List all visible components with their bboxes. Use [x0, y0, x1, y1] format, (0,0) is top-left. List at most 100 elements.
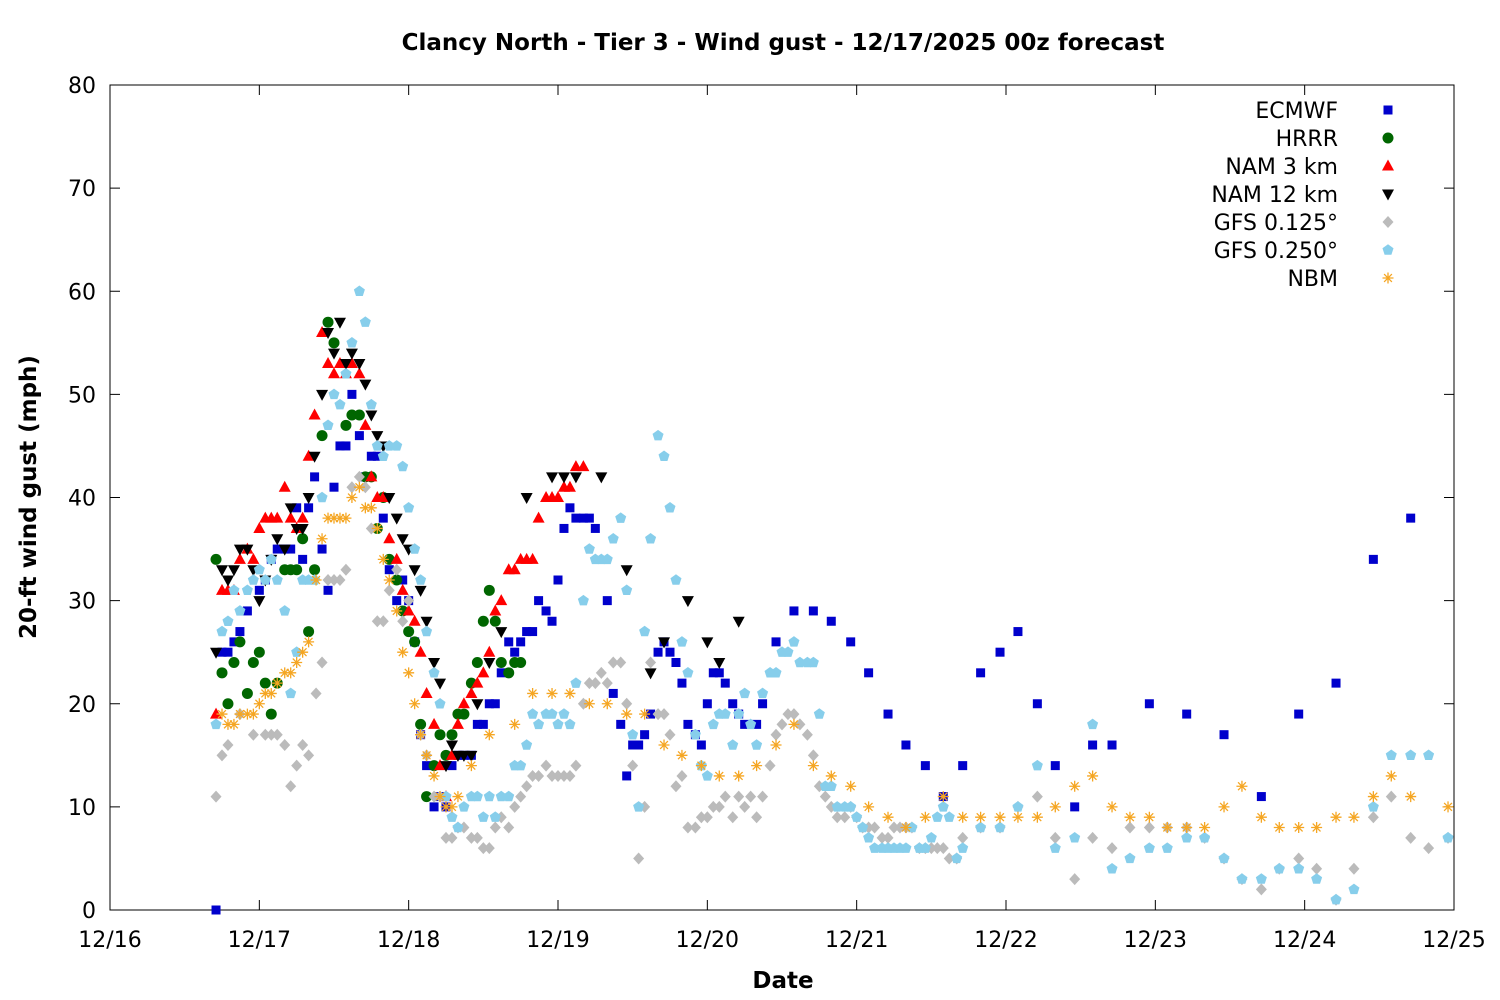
data-point	[496, 668, 506, 678]
data-point	[317, 544, 327, 554]
data-point	[403, 667, 415, 679]
data-point	[440, 801, 452, 813]
data-point	[434, 791, 446, 803]
x-tick-label: 12/21	[825, 928, 888, 953]
data-point	[458, 801, 470, 812]
data-point	[957, 811, 969, 823]
data-point	[303, 636, 315, 648]
data-point	[920, 761, 930, 771]
data-point	[788, 718, 800, 730]
series-1	[210, 316, 527, 803]
data-point	[452, 791, 464, 803]
data-point	[233, 552, 246, 564]
data-point	[408, 565, 421, 577]
data-point	[495, 594, 508, 606]
data-point	[216, 708, 228, 720]
x-tick-label: 12/24	[1273, 928, 1336, 953]
data-point	[825, 770, 837, 782]
data-point	[627, 759, 639, 772]
data-point	[457, 697, 470, 709]
data-point	[516, 637, 526, 647]
data-point	[563, 480, 576, 492]
data-point	[227, 565, 240, 577]
data-point	[359, 316, 371, 327]
data-point	[447, 761, 457, 771]
data-point	[279, 739, 291, 751]
data-point	[733, 770, 745, 782]
data-point	[391, 563, 403, 576]
data-point	[1255, 883, 1267, 896]
legend-marker	[1382, 216, 1394, 228]
data-point	[484, 699, 494, 709]
data-point	[727, 739, 739, 750]
data-point	[285, 667, 297, 679]
data-point	[994, 811, 1006, 823]
data-point	[316, 430, 328, 442]
data-point	[541, 606, 551, 616]
data-point	[322, 419, 334, 430]
data-point	[1031, 811, 1043, 823]
data-point	[247, 708, 259, 720]
data-point	[489, 821, 501, 834]
x-tick-label: 12/19	[526, 928, 589, 953]
data-point	[353, 285, 365, 296]
x-axis-label: Date	[752, 968, 813, 994]
data-point	[489, 811, 501, 822]
y-tick-label: 80	[68, 74, 96, 99]
data-point	[831, 801, 843, 812]
data-point	[353, 367, 366, 379]
data-point	[428, 770, 440, 782]
data-point	[682, 821, 694, 834]
data-point	[1255, 873, 1267, 884]
data-point	[1161, 822, 1173, 833]
data-point	[297, 739, 309, 751]
data-point	[328, 388, 340, 400]
y-tick-label: 50	[68, 383, 96, 408]
data-point	[310, 574, 322, 586]
data-point	[414, 645, 427, 657]
data-point	[371, 431, 384, 443]
data-point	[403, 626, 415, 638]
data-point	[409, 636, 421, 648]
data-point	[253, 521, 266, 533]
data-point	[365, 502, 377, 514]
data-point	[1348, 811, 1360, 823]
data-point	[552, 718, 564, 730]
data-point	[807, 760, 819, 772]
data-point	[569, 472, 582, 484]
data-point	[253, 646, 265, 658]
data-point	[745, 790, 757, 803]
data-point	[483, 645, 496, 657]
data-point	[241, 584, 253, 595]
data-point	[546, 687, 558, 699]
data-point	[583, 698, 595, 710]
data-point	[713, 658, 726, 669]
data-point	[1143, 811, 1155, 823]
data-point	[515, 790, 527, 803]
data-point	[271, 728, 283, 741]
data-point	[789, 606, 799, 616]
data-point	[291, 657, 303, 668]
data-point	[658, 637, 671, 649]
data-point	[223, 647, 233, 657]
data-point	[247, 552, 260, 564]
data-point	[846, 637, 856, 647]
data-point	[919, 811, 931, 823]
data-point	[995, 647, 1005, 657]
x-tick-label: 12/25	[1422, 928, 1485, 953]
data-point	[483, 842, 495, 855]
data-point	[222, 698, 234, 710]
data-point	[222, 739, 234, 751]
data-point	[801, 728, 813, 741]
data-point	[390, 513, 403, 525]
data-point	[247, 657, 259, 668]
data-point	[216, 749, 228, 762]
data-point	[869, 842, 881, 853]
data-point	[1385, 790, 1397, 803]
data-point	[751, 760, 763, 772]
data-point	[285, 780, 297, 793]
data-point	[383, 574, 395, 586]
data-point	[931, 811, 943, 822]
data-point	[304, 503, 314, 513]
